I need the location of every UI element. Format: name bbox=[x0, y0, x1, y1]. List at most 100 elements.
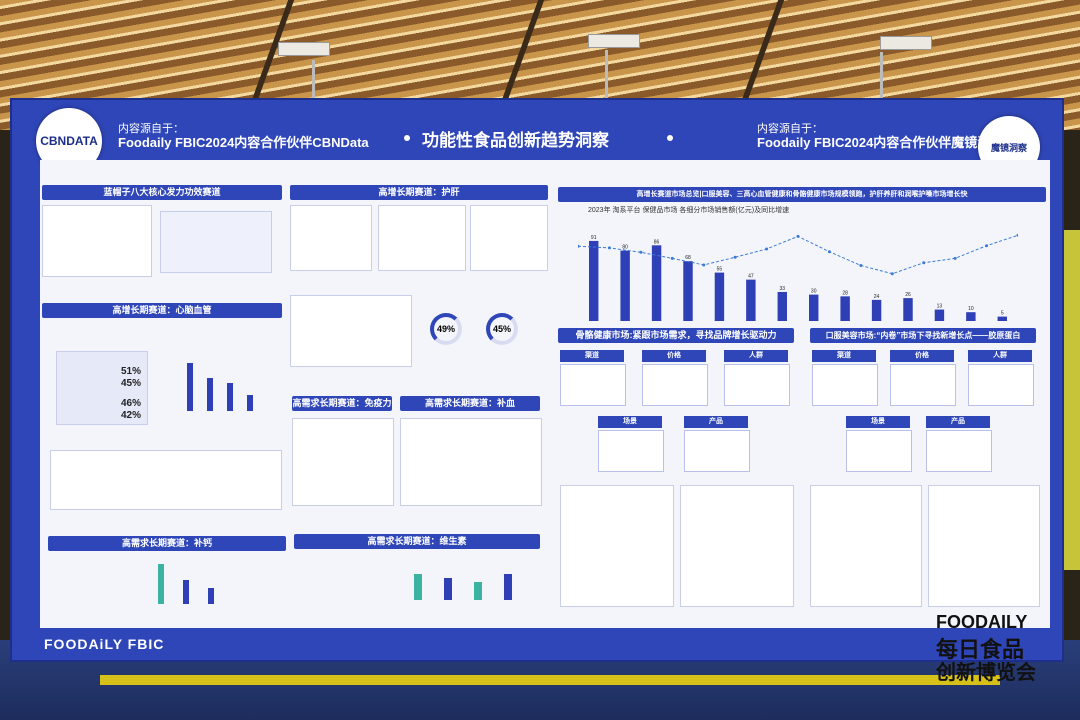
liver-table bbox=[290, 205, 372, 271]
bar-value-label: 30 bbox=[811, 289, 817, 295]
section-vitamin: 高需求长期赛道：维生素 bbox=[294, 534, 540, 600]
board-title: 功能性食品创新趋势洞察 bbox=[422, 131, 609, 150]
info-card bbox=[890, 364, 956, 406]
chip-product: 产品 bbox=[684, 416, 748, 428]
section-title: 高需求长期赛道：维生素 bbox=[294, 534, 540, 549]
chip-audience: 人群 bbox=[724, 350, 788, 362]
section-immunity: 高需求长期赛道：免疫力 bbox=[292, 396, 394, 506]
section-title: 蓝帽子八大核心发力功效赛道 bbox=[42, 185, 282, 200]
section-title: 高增长期赛道：心脑血管 bbox=[42, 303, 282, 318]
liver-bars bbox=[378, 205, 466, 271]
watermark-line: 每日食品 bbox=[936, 637, 1025, 662]
beauty-product-chart bbox=[928, 485, 1040, 607]
ceiling-lamp bbox=[278, 42, 330, 56]
growth-point bbox=[639, 250, 643, 254]
beauty-ingredient-chart bbox=[810, 485, 922, 607]
title-dot bbox=[404, 135, 410, 141]
right-source: 内容源自于： Foodaily FBIC2024内容合作伙伴魔镜洞察 bbox=[757, 122, 1003, 151]
chip-channel: 渠道 bbox=[560, 350, 624, 362]
chip-scene: 场景 bbox=[846, 416, 910, 428]
bar-value-label: 5 bbox=[1001, 311, 1004, 317]
stat-value: 45% bbox=[121, 378, 142, 389]
stat-value: 42% bbox=[121, 410, 142, 421]
chart-caption: 2023年 淘系平台 保健品市场 各细分市场销售额(亿元)及同比增速 bbox=[588, 207, 790, 214]
bar-value-label: 55 bbox=[717, 267, 723, 273]
matrix-chart bbox=[42, 205, 152, 277]
chart-bar bbox=[589, 240, 599, 321]
foodaily-footer-logo: FOODAiLY FBIC bbox=[44, 636, 165, 652]
chart-bar bbox=[966, 312, 976, 321]
ceiling-lamp bbox=[588, 34, 640, 48]
chip-scene: 场景 bbox=[598, 416, 662, 428]
bar-value-label: 10 bbox=[968, 306, 974, 312]
bar bbox=[444, 578, 452, 600]
section-title: 高需求长期赛道：补钙 bbox=[48, 536, 286, 551]
cardio-trend-chart bbox=[50, 450, 282, 510]
bar-value-label: 24 bbox=[874, 294, 880, 300]
section-cardio: 高增长期赛道：心脑血管 51% 45% 46% 42% bbox=[42, 303, 282, 425]
bone-product-chart bbox=[680, 485, 794, 607]
bar bbox=[183, 580, 189, 604]
foodaily-watermark: FOODAILY 每日食品 创新博览会 bbox=[932, 582, 1052, 702]
bar bbox=[414, 574, 422, 600]
bar bbox=[207, 378, 213, 411]
section-core-tracks: 蓝帽子八大核心发力功效赛道 bbox=[42, 185, 282, 277]
section-title: 高增长赛道市场总览|口服美容、三高心血管健康和骨骼健康市场规模领跑，护肝养肝和润… bbox=[558, 187, 1046, 202]
bar-value-label: 28 bbox=[842, 290, 848, 296]
bar bbox=[208, 588, 214, 604]
lamp-pole bbox=[312, 60, 315, 100]
chart-bar bbox=[840, 296, 850, 321]
lamp-pole bbox=[880, 52, 883, 98]
chip-price: 价格 bbox=[890, 350, 954, 362]
chip-channel: 渠道 bbox=[812, 350, 876, 362]
bar bbox=[474, 582, 482, 600]
stat-value: 46% bbox=[121, 398, 142, 409]
section-blood: 高需求长期赛道：补血 bbox=[400, 396, 542, 506]
blood-chart bbox=[400, 418, 542, 506]
section-title: 高需求长期赛道：免疫力 bbox=[292, 396, 392, 411]
chart-bar bbox=[809, 294, 819, 321]
chip-price: 价格 bbox=[642, 350, 706, 362]
bar-value-label: 68 bbox=[685, 255, 691, 261]
bar bbox=[247, 395, 253, 411]
info-card bbox=[926, 430, 992, 472]
growth-point bbox=[1016, 233, 1018, 237]
chart-bar bbox=[651, 245, 662, 321]
bar-value-label: 26 bbox=[905, 292, 911, 298]
floor-stripe bbox=[100, 675, 1000, 685]
left-source: 内容源自于： Foodaily FBIC2024内容合作伙伴CBNData bbox=[118, 122, 369, 151]
bar-value-label: 86 bbox=[654, 239, 660, 245]
watermark-line: FOODAILY bbox=[936, 612, 1028, 632]
bar-value-label: 33 bbox=[780, 286, 786, 292]
bar-value-label: 13 bbox=[937, 304, 943, 310]
section-title: 高增长期赛道：护肝 bbox=[290, 185, 548, 200]
chart-bar bbox=[746, 279, 756, 321]
section-market-overview: 高增长赛道市场总览|口服美容、三高心血管健康和骨骼健康市场规模领跑，护肝养肝和润… bbox=[558, 187, 1046, 321]
immunity-chart bbox=[292, 418, 394, 506]
chart-bar bbox=[777, 291, 787, 321]
info-card bbox=[812, 364, 878, 406]
chart-bar bbox=[903, 298, 913, 321]
section-calcium: 高需求长期赛道：补钙 bbox=[48, 536, 286, 604]
bar-value-label: 80 bbox=[622, 245, 628, 251]
chart-bar bbox=[714, 272, 725, 321]
bone-ingredient-chart bbox=[560, 485, 674, 607]
bar bbox=[187, 363, 193, 411]
market-bar-chart: 91 80 86 68 55 47 33 30 28 24 26 13 10 5 bbox=[578, 233, 1018, 321]
content-panel: 蓝帽子八大核心发力功效赛道 高增长期赛道：心脑血管 51% 45% 46% 42… bbox=[40, 160, 1050, 628]
left-source-partner: Foodaily FBIC2024内容合作伙伴CBNData bbox=[118, 135, 369, 150]
section-beauty: 口服美容市场:“内卷”市场下寻找新增长点——胶原蛋白 渠道 价格 人群 场景 产… bbox=[810, 328, 1036, 472]
right-source-label: 内容源自于： bbox=[757, 123, 823, 135]
chip-product: 产品 bbox=[926, 416, 990, 428]
liver-trend bbox=[290, 295, 412, 367]
track-list bbox=[160, 211, 272, 273]
chart-bar bbox=[683, 261, 693, 321]
left-source-label: 内容源自于： bbox=[118, 123, 184, 135]
section-title: 高需求长期赛道：补血 bbox=[400, 396, 540, 411]
info-card bbox=[560, 364, 626, 406]
chart-bar bbox=[620, 250, 630, 321]
cardio-stats-box: 51% 45% 46% 42% bbox=[56, 351, 148, 425]
liver-ring-stat: 45% bbox=[486, 313, 518, 345]
section-liver: 高增长期赛道：护肝 49% 45% bbox=[290, 185, 548, 367]
bar-value-label: 91 bbox=[591, 235, 597, 241]
